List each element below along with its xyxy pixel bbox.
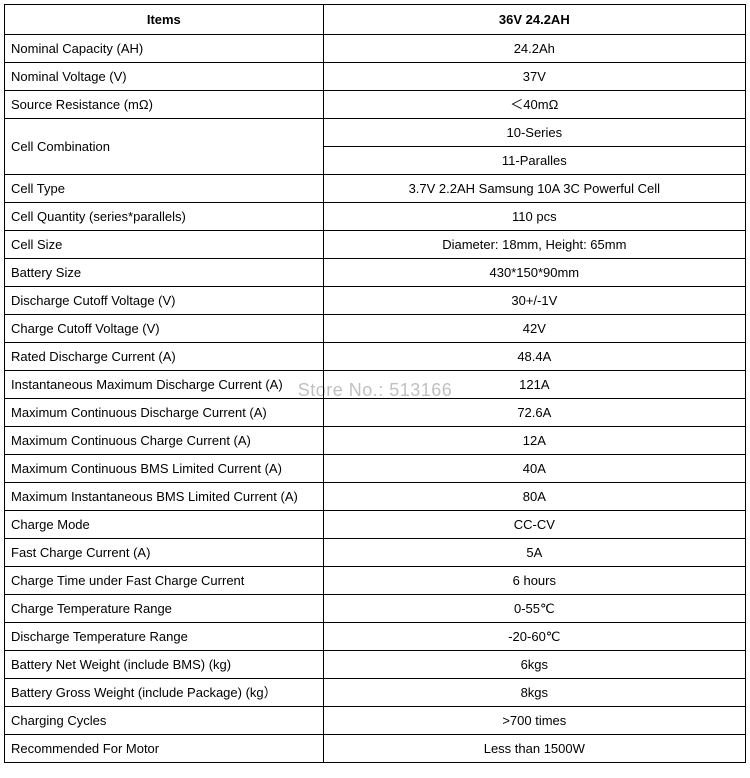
spec-value: CC-CV [323, 511, 745, 539]
spec-value: 8kgs [323, 679, 745, 707]
table-row: Charge Time under Fast Charge Current6 h… [5, 567, 746, 595]
spec-label: Cell Combination [5, 119, 324, 175]
spec-label: Maximum Continuous Charge Current (A) [5, 427, 324, 455]
table-row: Charge Cutoff Voltage (V)42V [5, 315, 746, 343]
spec-label: Cell Type [5, 175, 324, 203]
table-row: Instantaneous Maximum Discharge Current … [5, 371, 746, 399]
table-row: Charge Temperature Range0-55℃ [5, 595, 746, 623]
table-row: Maximum Continuous Charge Current (A)12A [5, 427, 746, 455]
spec-label: Charge Time under Fast Charge Current [5, 567, 324, 595]
spec-label: Nominal Capacity (AH) [5, 35, 324, 63]
spec-label: Fast Charge Current (A) [5, 539, 324, 567]
table-row: Recommended For MotorLess than 1500W [5, 735, 746, 763]
table-row: Battery Net Weight (include BMS) (kg)6kg… [5, 651, 746, 679]
spec-value: 3.7V 2.2AH Samsung 10A 3C Powerful Cell [323, 175, 745, 203]
table-row: Rated Discharge Current (A)48.4A [5, 343, 746, 371]
spec-label: Nominal Voltage (V) [5, 63, 324, 91]
spec-value: 72.6A [323, 399, 745, 427]
header-items: Items [5, 5, 324, 35]
spec-value: 12A [323, 427, 745, 455]
table-row: Nominal Capacity (AH)24.2Ah [5, 35, 746, 63]
spec-label: Battery Gross Weight (include Package) (… [5, 679, 324, 707]
spec-table: Items 36V 24.2AH Nominal Capacity (AH)24… [4, 4, 746, 763]
spec-value: 11-Paralles [323, 147, 745, 175]
spec-label: Maximum Instantaneous BMS Limited Curren… [5, 483, 324, 511]
spec-value: 110 pcs [323, 203, 745, 231]
spec-value: 42V [323, 315, 745, 343]
table-row: Cell SizeDiameter: 18mm, Height: 65mm [5, 231, 746, 259]
spec-label: Discharge Temperature Range [5, 623, 324, 651]
spec-value: 430*150*90mm [323, 259, 745, 287]
spec-value: ＜40mΩ [323, 91, 745, 119]
spec-label: Rated Discharge Current (A) [5, 343, 324, 371]
table-row: Battery Gross Weight (include Package) (… [5, 679, 746, 707]
table-row: Discharge Cutoff Voltage (V)30+/-1V [5, 287, 746, 315]
spec-value: 40A [323, 455, 745, 483]
table-row: Charge ModeCC-CV [5, 511, 746, 539]
spec-label: Charge Cutoff Voltage (V) [5, 315, 324, 343]
table-row: Maximum Continuous Discharge Current (A)… [5, 399, 746, 427]
spec-value: 24.2Ah [323, 35, 745, 63]
spec-label: Charging Cycles [5, 707, 324, 735]
spec-value: 80A [323, 483, 745, 511]
spec-value: 10-Series [323, 119, 745, 147]
spec-label: Cell Quantity (series*parallels) [5, 203, 324, 231]
table-row: Source Resistance (mΩ)＜40mΩ [5, 91, 746, 119]
table-row: Cell Combination10-Series [5, 119, 746, 147]
spec-value: >700 times [323, 707, 745, 735]
table-row: Maximum Continuous BMS Limited Current (… [5, 455, 746, 483]
header-model: 36V 24.2AH [323, 5, 745, 35]
spec-label: Recommended For Motor [5, 735, 324, 763]
spec-value: 48.4A [323, 343, 745, 371]
spec-table-body: Nominal Capacity (AH)24.2AhNominal Volta… [5, 35, 746, 763]
spec-value: 0-55℃ [323, 595, 745, 623]
spec-label: Maximum Continuous BMS Limited Current (… [5, 455, 324, 483]
table-row: Charging Cycles>700 times [5, 707, 746, 735]
spec-value: -20-60℃ [323, 623, 745, 651]
table-header-row: Items 36V 24.2AH [5, 5, 746, 35]
spec-label: Cell Size [5, 231, 324, 259]
spec-value: 6kgs [323, 651, 745, 679]
spec-value: 30+/-1V [323, 287, 745, 315]
spec-label: Charge Mode [5, 511, 324, 539]
table-row: Maximum Instantaneous BMS Limited Curren… [5, 483, 746, 511]
table-row: Nominal Voltage (V)37V [5, 63, 746, 91]
spec-label: Discharge Cutoff Voltage (V) [5, 287, 324, 315]
table-row: Cell Type3.7V 2.2AH Samsung 10A 3C Power… [5, 175, 746, 203]
spec-value: Diameter: 18mm, Height: 65mm [323, 231, 745, 259]
spec-label: Instantaneous Maximum Discharge Current … [5, 371, 324, 399]
spec-label: Battery Net Weight (include BMS) (kg) [5, 651, 324, 679]
spec-value: 37V [323, 63, 745, 91]
spec-label: Charge Temperature Range [5, 595, 324, 623]
table-row: Cell Quantity (series*parallels)110 pcs [5, 203, 746, 231]
table-row: Fast Charge Current (A)5A [5, 539, 746, 567]
spec-label: Battery Size [5, 259, 324, 287]
table-row: Discharge Temperature Range-20-60℃ [5, 623, 746, 651]
table-row: Battery Size430*150*90mm [5, 259, 746, 287]
spec-value: 5A [323, 539, 745, 567]
spec-value: 6 hours [323, 567, 745, 595]
spec-value: Less than 1500W [323, 735, 745, 763]
spec-value: 121A [323, 371, 745, 399]
spec-label: Maximum Continuous Discharge Current (A) [5, 399, 324, 427]
spec-label: Source Resistance (mΩ) [5, 91, 324, 119]
